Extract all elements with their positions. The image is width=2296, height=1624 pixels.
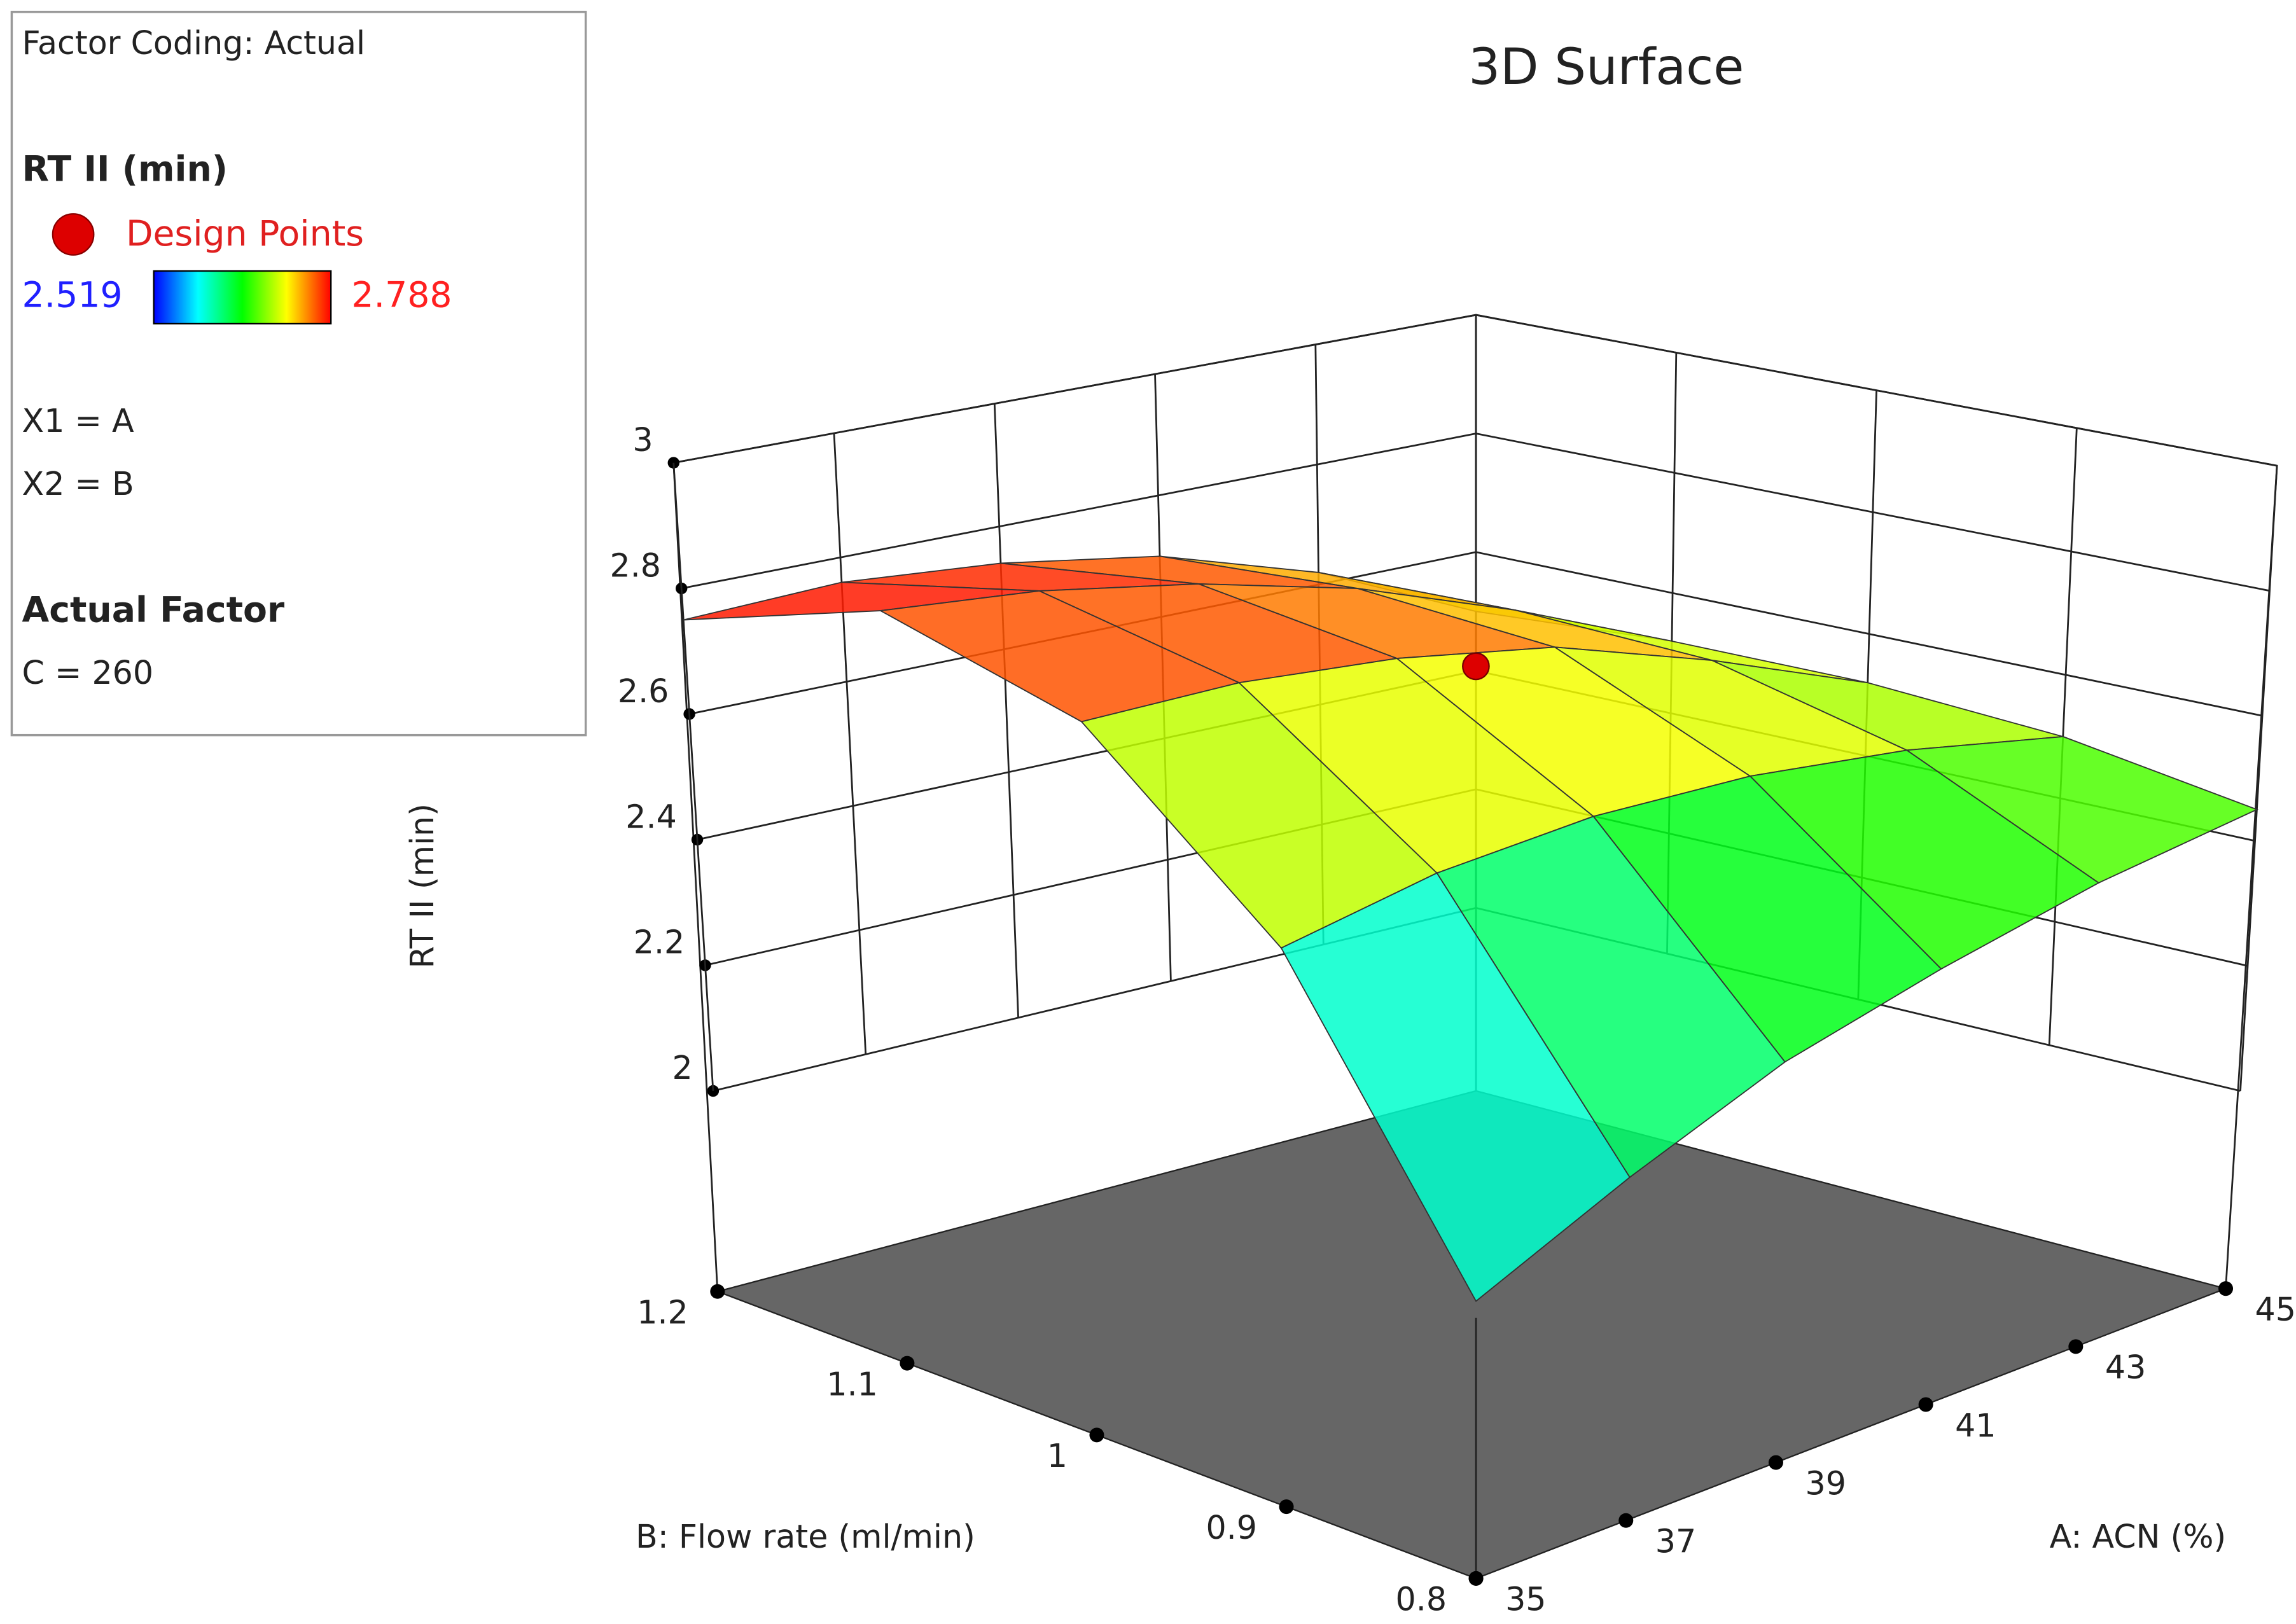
grid-line	[993, 403, 1019, 1018]
chart-title: 3D Surface	[1468, 38, 1744, 96]
tick-mark	[710, 1284, 725, 1299]
color-max: 2.788	[351, 275, 452, 316]
x-tick-label: 41	[1955, 1406, 1996, 1444]
grid-line	[672, 462, 714, 1092]
coding-label: Factor Coding: Actual	[22, 24, 366, 62]
y-tick-label: 1.1	[826, 1365, 878, 1403]
tick-mark	[1279, 1499, 1294, 1515]
x-axis-label: A: ACN (%)	[2050, 1518, 2227, 1555]
tick-mark	[1768, 1455, 1783, 1470]
x-tick-label: 45	[2255, 1291, 2296, 1328]
factor-value: C = 260	[22, 654, 154, 691]
y-axis-label: B: Flow rate (ml/min)	[636, 1518, 975, 1555]
y-tick-label: 0.9	[1206, 1509, 1257, 1546]
x-tick-label: 37	[1655, 1523, 1696, 1560]
x2-label: X2 = B	[22, 465, 134, 503]
y-tick-label: 1.2	[637, 1294, 688, 1331]
design-point	[1462, 652, 1490, 681]
points-icon	[52, 213, 95, 256]
z-tick-label: 2.2	[634, 924, 685, 961]
x-tick-label: 35	[1505, 1581, 1546, 1618]
z-axis-label: RT II (min)	[403, 803, 441, 968]
z-tick-label: 2.6	[618, 672, 669, 710]
tick-mark	[2218, 1281, 2234, 1296]
z-tick-label: 2.4	[625, 798, 677, 835]
points-label: Design Points	[126, 214, 364, 254]
x1-label: X1 = A	[22, 402, 134, 440]
tick-mark	[2068, 1339, 2084, 1354]
z-tick-label: 2	[672, 1049, 692, 1086]
color-min: 2.519	[22, 275, 123, 316]
y-tick-label: 0.8	[1396, 1581, 1447, 1618]
colorbar	[153, 270, 332, 325]
tick-mark	[1618, 1513, 1634, 1528]
tick-mark	[1918, 1397, 1933, 1412]
tick-mark	[900, 1356, 915, 1371]
tick-mark	[1089, 1427, 1104, 1443]
legend-box	[10, 10, 587, 737]
z-tick-label: 2.8	[609, 546, 661, 584]
actual-factor-label: Actual Factor	[22, 590, 285, 630]
y-tick-label: 1	[1047, 1437, 1068, 1475]
grid-line	[833, 433, 867, 1055]
tick-mark	[1468, 1571, 1484, 1586]
grid-line	[2239, 466, 2278, 1092]
surface-patch	[1280, 872, 1631, 1302]
z-tick-label: 3	[632, 421, 653, 459]
x-tick-label: 39	[1805, 1464, 1846, 1502]
x-tick-label: 43	[2105, 1349, 2146, 1386]
response-label: RT II (min)	[22, 149, 228, 190]
